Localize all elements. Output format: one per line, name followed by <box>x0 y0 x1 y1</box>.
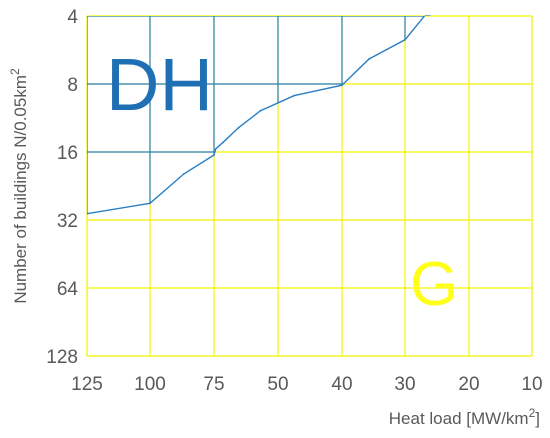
data-point <box>368 58 370 60</box>
x-tick-label: 10 <box>521 374 542 395</box>
x-tick-label: 125 <box>71 374 103 395</box>
x-tick-label: 100 <box>134 374 166 395</box>
series-group <box>87 7 432 215</box>
y-tick-label: 16 <box>57 143 78 164</box>
data-point <box>259 109 262 112</box>
data-point <box>183 173 185 175</box>
y-tick-label: 128 <box>46 347 78 368</box>
data-point <box>213 154 215 156</box>
tick-labels: 125 100 75 50 40 30 20 10 4 8 16 32 64 128 <box>46 7 542 395</box>
x-tick-label: 30 <box>394 374 415 395</box>
x-axis-title: Heat load [MW/km2] <box>389 406 540 428</box>
y-tick-label: 8 <box>67 75 78 96</box>
data-point <box>87 212 88 215</box>
data-point <box>222 141 225 144</box>
x-tick-label: 75 <box>203 374 224 395</box>
y-axis-title-sup: 2 <box>8 68 22 75</box>
data-point <box>149 202 151 205</box>
region-label-g: G <box>410 250 458 319</box>
y-tick-label: 64 <box>57 279 79 300</box>
region-label-dh: DH <box>106 43 213 126</box>
data-point <box>237 126 240 129</box>
x-tick-label: 50 <box>267 374 288 395</box>
y-tick-label: 32 <box>57 211 78 232</box>
data-point <box>341 84 343 87</box>
data-point <box>430 7 432 9</box>
x-tick-label: 40 <box>331 374 352 395</box>
y-tick-label: 4 <box>67 7 78 28</box>
data-point <box>404 38 406 41</box>
data-point <box>214 148 217 150</box>
y-axis-title: Number of buildings N/0.05km2 <box>8 68 30 304</box>
x-axis-title-sup: 2 <box>529 406 536 420</box>
data-point <box>293 94 296 97</box>
x-tick-label: 20 <box>458 374 479 395</box>
